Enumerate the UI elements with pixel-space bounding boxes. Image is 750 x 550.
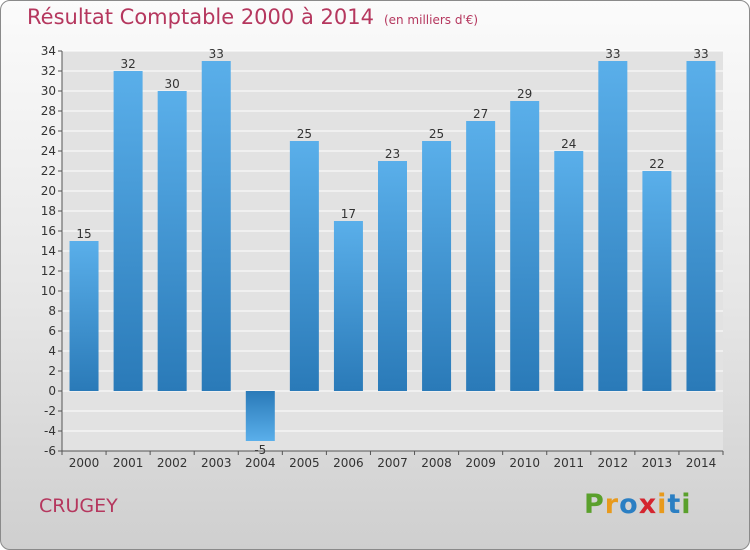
y-tick-label: 14 <box>41 244 56 258</box>
bar-2009 <box>466 121 496 391</box>
bar-value-label: 25 <box>297 127 312 141</box>
bar-value-label: 29 <box>517 87 532 101</box>
y-tick-label: -4 <box>44 424 56 438</box>
y-tick-label: 32 <box>41 64 56 78</box>
bar-2010 <box>510 101 540 391</box>
bar-2000 <box>69 241 99 391</box>
logo-letter: i <box>657 489 668 520</box>
x-axis: 2000 2001 2002 2003 2004 2005 2006 2007 2008 2009… <box>61 450 724 470</box>
bar-2002 <box>157 91 187 391</box>
bar-value-label: 25 <box>429 127 444 141</box>
bar-2004 <box>245 391 275 441</box>
y-tick-label: 30 <box>41 84 56 98</box>
bar-value-label: 23 <box>385 147 400 161</box>
y-tick-label: 26 <box>41 124 56 138</box>
bar-value-label: 33 <box>209 47 224 61</box>
x-tick-label: 2001 <box>113 456 144 470</box>
proxiti-logo: Proxiti <box>584 489 692 520</box>
bar-2006 <box>333 221 363 391</box>
logo-letter: x <box>638 489 658 520</box>
x-tick-label: 2011 <box>553 456 584 470</box>
bar-value-label: 22 <box>649 157 664 171</box>
bar-value-label: 32 <box>120 57 135 71</box>
y-tick-label: 12 <box>41 264 56 278</box>
bar-2005 <box>289 141 319 391</box>
bar-value-label: 33 <box>605 47 620 61</box>
bar-value-label: 33 <box>693 47 708 61</box>
bar-2008 <box>422 141 452 391</box>
bar-2003 <box>201 61 231 391</box>
bar-2001 <box>113 71 143 391</box>
y-tick-label: -2 <box>44 404 56 418</box>
chart-unit-label: (en milliers d'€) <box>383 13 479 27</box>
chart-title: Résultat Comptable 2000 à 2014 (en millie… <box>27 5 478 29</box>
y-tick-label: 10 <box>41 284 56 298</box>
y-tick-label: 4 <box>48 344 56 358</box>
bar-2012 <box>598 61 628 391</box>
bar-value-label: -5 <box>254 443 266 457</box>
y-tick-label: 28 <box>41 104 56 118</box>
y-tick-label: -6 <box>44 444 56 458</box>
bar-2013 <box>642 171 672 391</box>
x-tick-label: 2013 <box>642 456 673 470</box>
bar-value-label: 17 <box>341 207 356 221</box>
x-tick-label: 2005 <box>289 456 320 470</box>
y-tick-label: 0 <box>48 384 56 398</box>
x-tick-label: 2012 <box>598 456 629 470</box>
bar-2011 <box>554 151 584 391</box>
bar-2014 <box>686 61 716 391</box>
y-tick-label: 18 <box>41 204 56 218</box>
x-tick-label: 2006 <box>333 456 364 470</box>
y-tick-label: 24 <box>41 144 56 158</box>
chart-title-main: Résultat Comptable 2000 à 2014 <box>27 5 374 29</box>
place-name: CRUGEY <box>39 495 118 517</box>
logo-letter: i <box>681 489 692 520</box>
y-tick-label: 2 <box>48 364 56 378</box>
x-tick-label: 2009 <box>465 456 496 470</box>
bar-value-label: 15 <box>76 227 91 241</box>
x-tick-label: 2004 <box>245 456 276 470</box>
x-tick-label: 2010 <box>509 456 540 470</box>
y-tick-label: 22 <box>41 164 56 178</box>
x-tick-label: 2003 <box>201 456 232 470</box>
y-tick-label: 34 <box>41 44 56 58</box>
y-tick-label: 8 <box>48 304 56 318</box>
bar-value-label: 30 <box>165 77 180 91</box>
x-tick-label: 2002 <box>157 456 188 470</box>
bar-value-label: 24 <box>561 137 576 151</box>
bars: 15 32 30 33 -5 25 17 23 25 27 29 24 33 22 33 <box>69 47 716 457</box>
x-tick-label: 2008 <box>421 456 452 470</box>
y-tick-label: 16 <box>41 224 56 238</box>
bar-2007 <box>378 161 407 391</box>
x-tick-label: 2014 <box>686 456 717 470</box>
logo-letter: o <box>619 489 639 520</box>
y-tick-label: 20 <box>41 184 56 198</box>
logo-letter: t <box>667 489 682 520</box>
logo-letter: P <box>584 489 605 520</box>
bar-value-label: 27 <box>473 107 488 121</box>
y-tick-label: 6 <box>48 324 56 338</box>
x-tick-label: 2007 <box>377 456 408 470</box>
logo-letter: r <box>604 489 620 520</box>
x-tick-label: 2000 <box>69 456 100 470</box>
